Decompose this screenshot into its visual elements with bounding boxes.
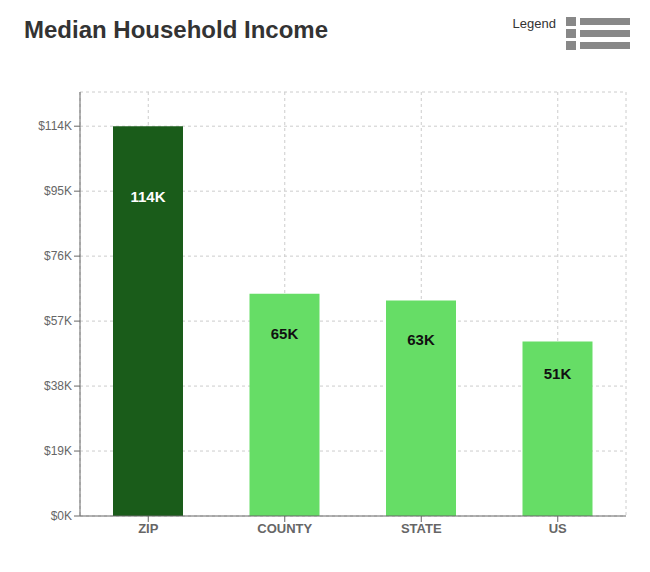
svg-text:$38K: $38K [44, 379, 72, 393]
svg-text:$0K: $0K [51, 509, 72, 523]
html-text:Legend: Legend [512, 16, 556, 31]
svg-text:$95K: $95K [44, 184, 72, 198]
svg-text:$76K: $76K [44, 249, 72, 263]
svg-text:51K: 51K [544, 365, 572, 382]
svg-text:$19K: $19K [44, 444, 72, 458]
svg-text:63K: 63K [407, 331, 435, 348]
svg-text:STATE: STATE [401, 521, 442, 536]
svg-text:$114K: $114K [38, 119, 72, 133]
svg-text:COUNTY: COUNTY [257, 521, 312, 536]
svg-text:114K: 114K [130, 188, 165, 205]
svg-text:ZIP: ZIP [138, 521, 159, 536]
svg-text:$57K: $57K [44, 314, 72, 328]
svg-text:US: US [549, 521, 567, 536]
svg-text:65K: 65K [271, 325, 299, 342]
html-text:Median Household Income: Median Household Income [24, 16, 328, 43]
